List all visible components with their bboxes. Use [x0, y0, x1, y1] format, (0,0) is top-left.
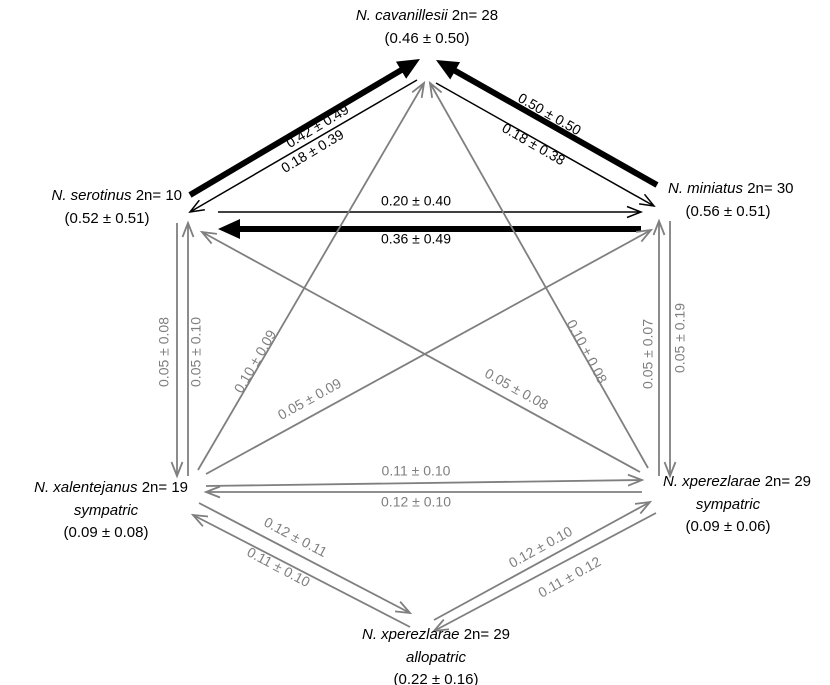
arrowhead-xps-to-min	[652, 218, 666, 236]
species-name: N. xperezlarae	[362, 626, 464, 643]
node-title: N. miniatus 2n= 30	[668, 180, 794, 197]
edge-label-xps-to-xpa: 0.11 ± 0.12	[535, 553, 603, 601]
node-value: (0.22 ± 0.16)	[394, 671, 479, 685]
node-value: (0.09 ± 0.08)	[64, 524, 149, 541]
chromosome-number: 2n= 29	[464, 626, 510, 643]
edge-label-xal-to-ser: 0.05 ± 0.10	[188, 317, 204, 387]
arrowhead-min-to-xps	[663, 461, 677, 479]
edge-xal-to-xps	[205, 479, 643, 487]
edge-xal-to-min	[205, 229, 652, 475]
chromosome-number: 2n= 19	[142, 479, 188, 496]
edge-label-min-to-ser: 0.36 ± 0.49	[381, 231, 451, 247]
node-title: N. serotinus 2n= 10	[52, 187, 183, 204]
node-value: (0.52 ± 0.51)	[65, 210, 150, 227]
node-value: (0.09 ± 0.06)	[686, 518, 771, 535]
node-population-type: allopatric	[406, 649, 467, 666]
edge-label-xps-to-min: 0.05 ± 0.07	[640, 319, 656, 389]
node-title: N. xperezlarae 2n= 29	[663, 473, 811, 490]
arrowhead-xal-to-xps	[627, 473, 645, 487]
arrowhead-xal-to-xpa	[394, 601, 413, 615]
edge-label-xal-to-min: 0.05 ± 0.09	[275, 375, 344, 423]
species-name: N. xalentejanus	[34, 479, 142, 496]
node-population-type: sympatric	[74, 502, 139, 519]
arrowhead-xps-to-cav	[428, 80, 443, 99]
node-value: (0.46 ± 0.50)	[385, 30, 470, 47]
arrowhead-xpa-to-xal	[190, 513, 209, 527]
node-xpa: N. xperezlarae 2n= 29 allopatric (0.22 ± 0…	[362, 626, 510, 685]
arrowhead-cav-to-min	[639, 193, 656, 208]
arrowhead-ser-to-cav	[395, 59, 420, 79]
chromosome-number: 2n= 29	[765, 473, 811, 490]
arrowhead-min-to-cav	[436, 60, 461, 80]
arrowhead-ser-to-xal	[170, 461, 184, 479]
edge-xps-to-xpa	[433, 512, 657, 632]
species-name: N. xperezlarae	[663, 473, 765, 490]
edge-label-ser-to-min: 0.20 ± 0.40	[381, 193, 451, 209]
arrowhead-xps-to-ser	[199, 230, 218, 245]
edge-label-xal-to-xps: 0.11 ± 0.10	[382, 463, 451, 479]
edge-label-xpa-to-xps: 0.12 ± 0.10	[506, 523, 575, 571]
edge-label-xps-to-ser: 0.05 ± 0.08	[482, 365, 551, 413]
edge-label-xps-to-xal: 0.12 ± 0.10	[381, 494, 451, 510]
edge-label-min-to-xps: 0.05 ± 0.19	[672, 303, 688, 373]
edges-layer	[170, 59, 677, 633]
edge-xal-to-xpa	[198, 502, 411, 614]
edge-min-to-cav	[451, 67, 659, 188]
edge-ser-to-cav	[188, 66, 405, 198]
node-min: N. miniatus 2n= 30 (0.56 ± 0.51)	[668, 180, 794, 220]
arrowhead-min-to-ser	[218, 219, 240, 239]
edge-label-ser-to-xal: 0.05 ± 0.08	[156, 317, 172, 387]
arrowhead-xps-to-xal	[203, 485, 221, 499]
node-title: N. xalentejanus 2n= 19	[34, 479, 188, 496]
edge-xps-to-ser	[201, 231, 641, 473]
species-name: N. miniatus	[668, 180, 747, 197]
edge-xpa-to-xal	[192, 514, 411, 628]
chromosome-number: 2n= 28	[452, 7, 498, 24]
node-cav: N. cavanillesii 2n= 28 (0.46 ± 0.50)	[356, 7, 498, 47]
edge-label-xal-to-cav: 0.10 ± 0.09	[230, 327, 279, 396]
edge-label-xpa-to-xal: 0.11 ± 0.10	[244, 544, 313, 591]
node-population-type: sympatric	[696, 496, 761, 513]
arrowhead-xal-to-ser	[181, 220, 195, 238]
edge-xps-to-cav	[429, 82, 649, 469]
chromosome-number: 2n= 10	[136, 187, 182, 204]
arrowhead-ser-to-min	[626, 205, 644, 219]
species-name: N. cavanillesii	[356, 7, 452, 24]
edge-xal-to-cav	[197, 82, 425, 471]
chromosome-number: 2n= 30	[747, 180, 793, 197]
edge-cav-to-min	[435, 82, 655, 207]
edge-label-xps-to-cav: 0.10 ± 0.08	[564, 317, 611, 386]
species-name: N. serotinus	[52, 187, 136, 204]
arrowhead-xps-to-xpa	[431, 618, 450, 633]
arrowhead-cav-to-ser	[188, 199, 205, 214]
edge-cav-to-ser	[189, 79, 418, 213]
nodes-layer: N. cavanillesii 2n= 28 (0.46 ± 0.50) N. se…	[34, 7, 811, 685]
node-ser: N. serotinus 2n= 10 (0.52 ± 0.51)	[52, 187, 183, 227]
node-title: N. xperezlarae 2n= 29	[362, 626, 510, 643]
node-value: (0.56 ± 0.51)	[686, 203, 771, 220]
arrowhead-xpa-to-xps	[634, 500, 653, 515]
node-title: N. cavanillesii 2n= 28	[356, 7, 498, 24]
edge-xpa-to-xps	[433, 501, 651, 621]
arrowhead-xal-to-cav	[411, 80, 426, 99]
arrowhead-xal-to-min	[635, 228, 654, 243]
